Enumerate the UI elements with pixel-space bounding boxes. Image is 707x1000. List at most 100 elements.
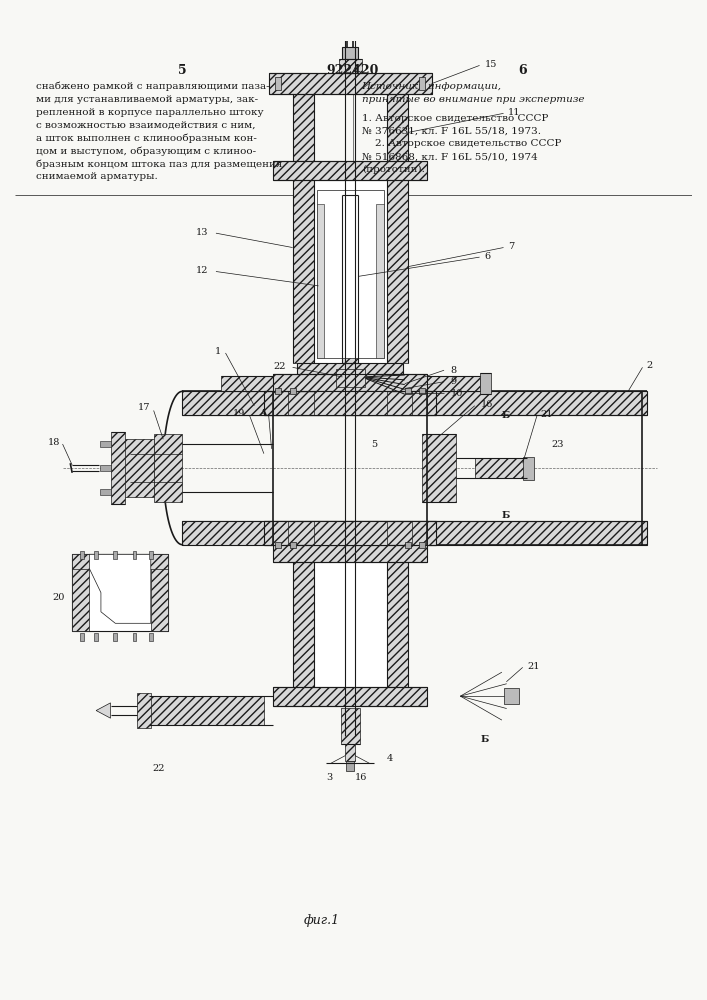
Polygon shape bbox=[96, 703, 110, 718]
Bar bbox=[100, 489, 110, 495]
Bar bbox=[132, 633, 136, 641]
Bar bbox=[314, 562, 387, 687]
Text: фиг.1: фиг.1 bbox=[303, 914, 339, 927]
Text: цом и выступом, образующим с клиноо-: цом и выступом, образующим с клиноо- bbox=[36, 146, 256, 156]
Text: Источники информации,: Источники информации, bbox=[362, 82, 502, 91]
Text: Б: Б bbox=[480, 735, 489, 744]
Text: 16: 16 bbox=[481, 400, 493, 409]
Bar bbox=[72, 554, 168, 631]
Bar bbox=[274, 391, 288, 415]
Bar bbox=[314, 391, 387, 415]
Text: ми для устанавливаемой арматуры, зак-: ми для устанавливаемой арматуры, зак- bbox=[36, 95, 258, 104]
Bar bbox=[113, 633, 117, 641]
Bar bbox=[264, 521, 436, 545]
Bar bbox=[269, 73, 431, 94]
Text: 2: 2 bbox=[646, 361, 653, 370]
Bar bbox=[345, 744, 355, 761]
Bar bbox=[479, 373, 491, 394]
Bar bbox=[314, 521, 387, 545]
Bar bbox=[149, 551, 153, 559]
Bar bbox=[153, 434, 182, 502]
Text: 7: 7 bbox=[508, 242, 515, 251]
Bar bbox=[427, 376, 479, 391]
Bar bbox=[100, 441, 110, 447]
Text: 21: 21 bbox=[540, 410, 552, 419]
Bar bbox=[341, 708, 360, 744]
Text: 4: 4 bbox=[387, 754, 393, 763]
Text: (прототип).: (прототип). bbox=[362, 165, 424, 174]
Bar bbox=[317, 204, 325, 358]
Bar bbox=[419, 542, 425, 548]
Text: № 516868, кл. F 16L 55/10, 1974: № 516868, кл. F 16L 55/10, 1974 bbox=[362, 153, 537, 162]
Text: 9: 9 bbox=[451, 377, 457, 386]
Text: 16: 16 bbox=[355, 773, 368, 782]
Bar bbox=[274, 521, 288, 545]
Bar bbox=[312, 521, 648, 545]
Bar bbox=[312, 391, 648, 415]
Bar bbox=[503, 688, 519, 704]
Text: Б: Б bbox=[501, 411, 510, 420]
Bar bbox=[182, 391, 312, 415]
Bar bbox=[293, 562, 314, 687]
Text: 11: 11 bbox=[508, 108, 521, 117]
Text: 13: 13 bbox=[196, 228, 209, 237]
Text: 18: 18 bbox=[47, 438, 59, 447]
Text: 19: 19 bbox=[233, 409, 245, 418]
Text: 23: 23 bbox=[551, 440, 564, 449]
Bar bbox=[264, 391, 436, 415]
Bar bbox=[274, 161, 427, 180]
Text: 5: 5 bbox=[371, 440, 378, 449]
Bar bbox=[72, 554, 168, 569]
Text: 12: 12 bbox=[196, 266, 209, 275]
Bar bbox=[80, 551, 83, 559]
Text: 22: 22 bbox=[274, 362, 286, 371]
Text: 6: 6 bbox=[518, 64, 527, 77]
Bar bbox=[276, 388, 281, 394]
Bar bbox=[298, 363, 403, 391]
Bar bbox=[274, 545, 427, 562]
Bar bbox=[293, 180, 314, 363]
Bar bbox=[149, 696, 264, 725]
Text: принятые во внимание при экспертизе: принятые во внимание при экспертизе bbox=[362, 95, 584, 104]
Bar bbox=[387, 562, 408, 687]
Bar bbox=[290, 388, 296, 394]
Text: 1. Авторское свидетельство СССР: 1. Авторское свидетельство СССР bbox=[362, 114, 548, 123]
Bar bbox=[405, 542, 411, 548]
Text: 21: 21 bbox=[527, 662, 540, 671]
Text: 22: 22 bbox=[152, 764, 165, 773]
Text: 6: 6 bbox=[484, 252, 491, 261]
Bar bbox=[522, 457, 534, 480]
Bar bbox=[419, 77, 425, 90]
Text: снабжено рамкой с направляющими паза-: снабжено рамкой с направляющими паза- bbox=[36, 82, 269, 91]
Bar bbox=[339, 59, 362, 73]
Text: 3: 3 bbox=[327, 773, 333, 782]
Bar bbox=[419, 388, 425, 394]
Bar bbox=[293, 94, 314, 161]
Bar bbox=[149, 633, 153, 641]
Bar bbox=[151, 554, 168, 631]
Text: бразным концом штока паз для размещения: бразным концом штока паз для размещения bbox=[36, 159, 282, 169]
Text: Б: Б bbox=[501, 511, 510, 520]
Bar bbox=[274, 687, 427, 706]
Bar bbox=[344, 13, 356, 20]
Bar bbox=[110, 432, 125, 504]
Text: 8: 8 bbox=[451, 366, 457, 375]
Bar bbox=[80, 633, 83, 641]
Bar bbox=[475, 458, 527, 478]
Bar bbox=[314, 180, 387, 363]
Bar bbox=[72, 554, 89, 631]
Bar bbox=[274, 374, 427, 391]
Text: а шток выполнен с клинообразным кон-: а шток выполнен с клинообразным кон- bbox=[36, 133, 257, 143]
Bar bbox=[94, 551, 98, 559]
Bar bbox=[317, 190, 384, 358]
Bar bbox=[412, 521, 427, 545]
Text: 15: 15 bbox=[484, 60, 497, 69]
Bar bbox=[221, 376, 274, 391]
Bar bbox=[342, 47, 358, 59]
Bar bbox=[376, 204, 384, 358]
Text: A: A bbox=[259, 409, 267, 418]
Text: 20: 20 bbox=[52, 593, 64, 602]
Bar bbox=[405, 388, 411, 394]
Bar bbox=[336, 369, 365, 387]
Text: 10: 10 bbox=[451, 389, 463, 398]
